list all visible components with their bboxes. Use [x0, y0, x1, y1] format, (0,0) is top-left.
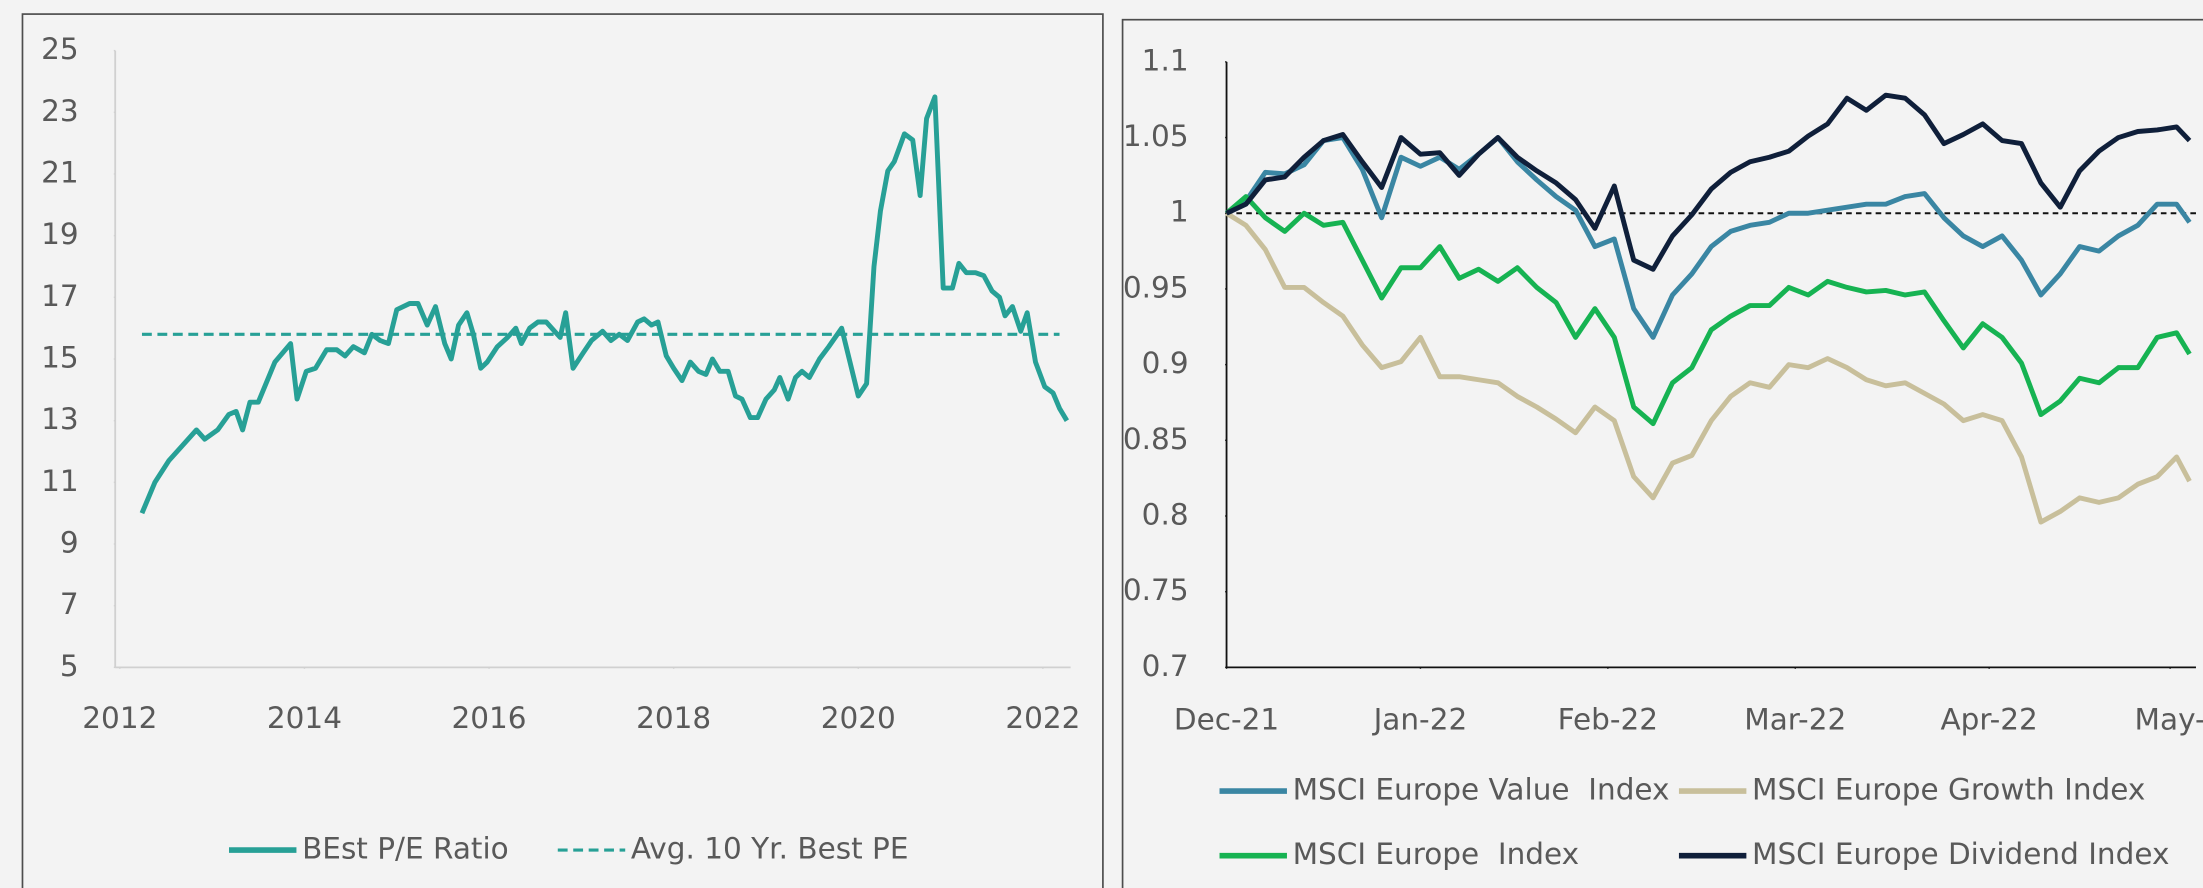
- series-line: [1225, 135, 2192, 340]
- y-tick-label: 21: [41, 155, 79, 189]
- x-tick-label: Jan-22: [1372, 702, 1468, 736]
- left-panel: [21, 13, 1104, 888]
- legend-label: MSCI Europe Growth Index: [1752, 773, 2145, 807]
- series-line: [1225, 211, 2192, 525]
- right-panel: [1121, 18, 2203, 888]
- y-tick-label: 15: [41, 340, 79, 374]
- x-tick-label: 2020: [821, 701, 896, 735]
- x-tick-label: 2018: [636, 701, 711, 735]
- y-tick-label: 0.9: [1142, 346, 1189, 380]
- y-tick-label: 11: [41, 464, 79, 498]
- x-tick-label: Feb-22: [1558, 702, 1658, 736]
- y-tick-label: 19: [41, 217, 79, 251]
- y-tick-label: 7: [60, 587, 79, 621]
- x-tick-label: 2012: [82, 701, 157, 735]
- y-tick-label: 1: [1170, 195, 1189, 229]
- legend-label: MSCI Europe Dividend Index: [1752, 837, 2169, 871]
- x-tick-label: May-: [2135, 702, 2203, 736]
- y-tick-label: 0.7: [1142, 649, 1189, 683]
- legend-label: Avg. 10 Yr. Best PE: [631, 832, 909, 866]
- y-tick-label: 13: [41, 402, 79, 436]
- y-tick-label: 0.75: [1123, 573, 1189, 607]
- x-tick-label: Apr-22: [1940, 702, 2037, 736]
- y-tick-label: 9: [60, 526, 79, 560]
- y-tick-label: 1.05: [1123, 119, 1189, 153]
- y-tick-label: 0.8: [1142, 498, 1189, 532]
- y-tick-label: 17: [41, 279, 79, 313]
- legend-label: MSCI Europe Index: [1293, 837, 1580, 871]
- x-tick-label: Mar-22: [1744, 702, 1846, 736]
- x-tick-label: Dec-21: [1174, 702, 1279, 736]
- y-tick-label: 0.95: [1123, 270, 1189, 304]
- y-tick-label: 25: [41, 32, 79, 66]
- y-tick-label: 23: [41, 94, 79, 128]
- series-line: [139, 94, 1070, 515]
- legend-label: BEst P/E Ratio: [302, 832, 509, 866]
- legend-label: MSCI Europe Value Index: [1293, 773, 1670, 807]
- x-tick-label: 2016: [452, 701, 527, 735]
- series-line: [1225, 92, 2192, 272]
- x-tick-label: 2014: [267, 701, 342, 735]
- y-tick-label: 5: [60, 649, 79, 683]
- series-line: [1224, 194, 2192, 427]
- y-tick-label: 1.1: [1142, 43, 1189, 77]
- x-tick-label: 2022: [1005, 701, 1080, 735]
- y-tick-label: 0.85: [1123, 422, 1189, 456]
